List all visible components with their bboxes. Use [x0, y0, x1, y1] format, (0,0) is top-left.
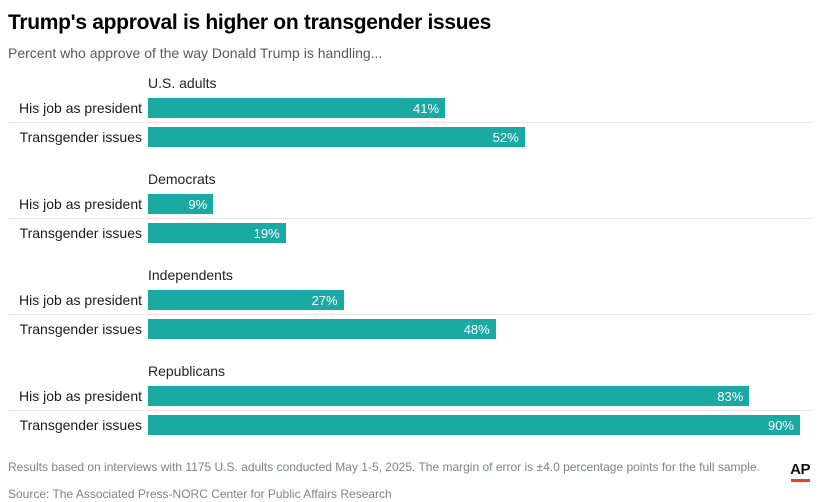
bar-track: 52%: [148, 127, 800, 147]
row-label: His job as president: [19, 292, 142, 308]
bar-row: His job as president 83%: [8, 386, 812, 406]
row-label: His job as president: [19, 196, 142, 212]
bar-track: 90%: [148, 415, 800, 435]
bar-group: Republicans His job as president 83% Transg…: [8, 363, 812, 435]
bar-track: 83%: [148, 386, 800, 406]
row-label: Transgender issues: [19, 321, 142, 337]
bar-group: Independents His job as president 27% Trans…: [8, 267, 812, 339]
bar: 27%: [148, 290, 344, 310]
bar: 41%: [148, 98, 446, 118]
bar-chart: U.S. adults His job as president 41% Transg…: [8, 75, 812, 435]
bar: 9%: [148, 194, 214, 214]
row-label: Transgender issues: [19, 225, 142, 241]
group-label: Independents: [148, 267, 233, 283]
bar-row: His job as president 41%: [8, 98, 812, 118]
bar-row: His job as president 27%: [8, 290, 812, 310]
row-label: Transgender issues: [19, 129, 142, 145]
row-label: Transgender issues: [19, 417, 142, 433]
page-title: Trump's approval is higher on transgende…: [8, 11, 492, 34]
ap-logo-text: AP: [790, 461, 810, 478]
group-label: U.S. adults: [148, 75, 217, 91]
group-label: Republicans: [148, 363, 226, 379]
bar-track: 48%: [148, 319, 800, 339]
bar-value-label: 90%: [767, 417, 794, 433]
bar-value-label: 9%: [188, 196, 208, 212]
bar-value-label: 19%: [253, 225, 280, 241]
bar-row: His job as president 9%: [8, 194, 812, 214]
bar-group: U.S. adults His job as president 41% Transg…: [8, 75, 812, 147]
bar-track: 19%: [148, 223, 800, 243]
bar-track: 27%: [148, 290, 800, 310]
row-separator: [8, 122, 812, 123]
bar-value-label: 27%: [311, 292, 338, 308]
ap-logo-underline: [790, 479, 810, 482]
bar-row: Transgender issues 52%: [8, 127, 812, 147]
row-separator: [8, 314, 812, 315]
row-separator: [8, 218, 812, 219]
bar: 83%: [148, 386, 750, 406]
chart-subtitle: Percent who approve of the way Donald Tr…: [8, 45, 383, 61]
bar-value-label: 52%: [492, 129, 519, 145]
bar-row: Transgender issues 48%: [8, 319, 812, 339]
row-label: His job as president: [19, 388, 142, 404]
bar: 48%: [148, 319, 496, 339]
bar-row: Transgender issues 90%: [8, 415, 812, 435]
bar: 19%: [148, 223, 286, 243]
group-label: Democrats: [148, 171, 216, 187]
bar: 90%: [148, 415, 800, 435]
bar-value-label: 41%: [412, 100, 440, 116]
bar-value-label: 83%: [717, 388, 744, 404]
row-label: His job as president: [19, 100, 142, 116]
ap-logo: AP: [790, 461, 810, 482]
bar-track: 41%: [148, 98, 800, 118]
bar-group: Democrats His job as president 9% Transgend…: [8, 171, 812, 243]
methodology-note: Results based on interviews with 1175 U.…: [8, 460, 760, 474]
row-separator: [8, 410, 812, 411]
bar: 52%: [148, 127, 525, 147]
bar-value-label: 48%: [463, 321, 490, 337]
bar-track: 9%: [148, 194, 800, 214]
bar-row: Transgender issues 19%: [8, 223, 812, 243]
